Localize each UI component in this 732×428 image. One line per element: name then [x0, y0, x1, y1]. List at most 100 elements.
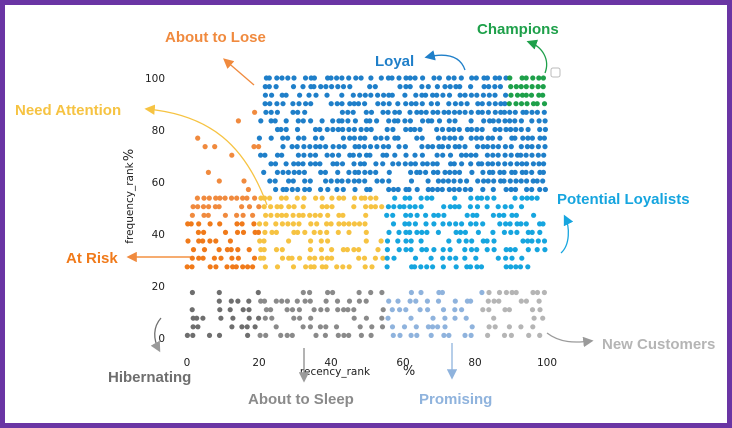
label-hibernating: Hibernating [108, 369, 191, 386]
data-point [501, 169, 507, 175]
data-point [446, 186, 452, 193]
data-point [407, 118, 413, 124]
data-point [336, 144, 342, 150]
data-point [403, 101, 409, 107]
data-point [475, 229, 481, 235]
data-point [378, 135, 384, 141]
data-point [228, 195, 235, 201]
data-point [196, 255, 202, 261]
data-point [484, 247, 490, 253]
data-point [308, 101, 314, 107]
data-point [473, 135, 480, 141]
data-point [340, 126, 346, 133]
data-point [295, 109, 301, 115]
data-point [541, 289, 548, 296]
data-point [473, 152, 479, 158]
data-point [446, 101, 452, 107]
data-point [524, 144, 531, 150]
data-point [262, 152, 268, 158]
data-point [519, 92, 526, 98]
data-point [367, 144, 374, 150]
data-point [269, 315, 275, 321]
data-point [496, 75, 503, 81]
data-point [495, 255, 501, 261]
data-point [458, 152, 465, 158]
data-point [250, 212, 256, 218]
data-point [230, 264, 236, 270]
data-point [372, 255, 378, 261]
data-point [434, 161, 440, 167]
data-point [486, 307, 492, 313]
data-point [423, 212, 429, 218]
data-point [507, 221, 513, 227]
data-point [280, 169, 286, 175]
data-point [459, 221, 465, 227]
data-point [518, 152, 524, 158]
data-point [412, 126, 418, 133]
data-point [355, 101, 362, 107]
data-point [285, 135, 291, 141]
data-point [261, 247, 267, 253]
data-point [283, 186, 289, 193]
data-point [300, 118, 306, 124]
data-point [462, 92, 468, 98]
data-point [490, 229, 496, 235]
data-point [184, 332, 190, 338]
data-point [200, 255, 206, 261]
data-point [200, 238, 206, 244]
data-point [278, 332, 284, 338]
data-point [303, 264, 309, 270]
data-point [286, 204, 292, 210]
data-point [529, 186, 535, 193]
data-point [530, 178, 536, 184]
data-point [423, 169, 429, 175]
data-point [205, 169, 211, 175]
data-point [340, 135, 346, 141]
data-point [529, 169, 535, 175]
data-point [480, 221, 486, 227]
data-point [519, 169, 525, 175]
data-point [479, 289, 485, 296]
data-point [317, 126, 323, 133]
data-point [357, 324, 363, 330]
data-point [464, 101, 470, 107]
data-point [291, 161, 297, 167]
data-point [350, 92, 356, 98]
data-point [442, 315, 448, 321]
data-point [358, 332, 364, 338]
data-point [506, 307, 512, 313]
data-point [218, 255, 224, 261]
data-point [190, 247, 197, 253]
data-point [301, 152, 307, 158]
data-point [286, 238, 292, 244]
data-point [457, 92, 463, 98]
data-point [503, 289, 509, 296]
data-point [435, 169, 441, 175]
data-point [530, 101, 537, 107]
data-point [442, 169, 448, 175]
data-point [290, 212, 296, 218]
data-point [537, 307, 543, 313]
data-point [497, 221, 503, 227]
data-point [369, 324, 375, 330]
data-point [189, 212, 195, 218]
data-point [279, 152, 285, 158]
data-point [346, 75, 352, 81]
data-point [252, 195, 258, 201]
data-point [312, 255, 318, 261]
data-point [335, 332, 341, 338]
data-point [213, 264, 219, 270]
data-point [413, 92, 419, 98]
data-point [474, 126, 480, 133]
data-point [430, 144, 436, 150]
data-point [266, 84, 272, 90]
data-point [284, 332, 290, 338]
data-point [350, 109, 356, 115]
data-point [263, 221, 269, 227]
data-point [464, 178, 470, 184]
data-point [540, 315, 546, 321]
data-point [508, 229, 514, 235]
data-point [262, 229, 268, 235]
data-point [447, 169, 453, 175]
data-point [408, 101, 414, 107]
